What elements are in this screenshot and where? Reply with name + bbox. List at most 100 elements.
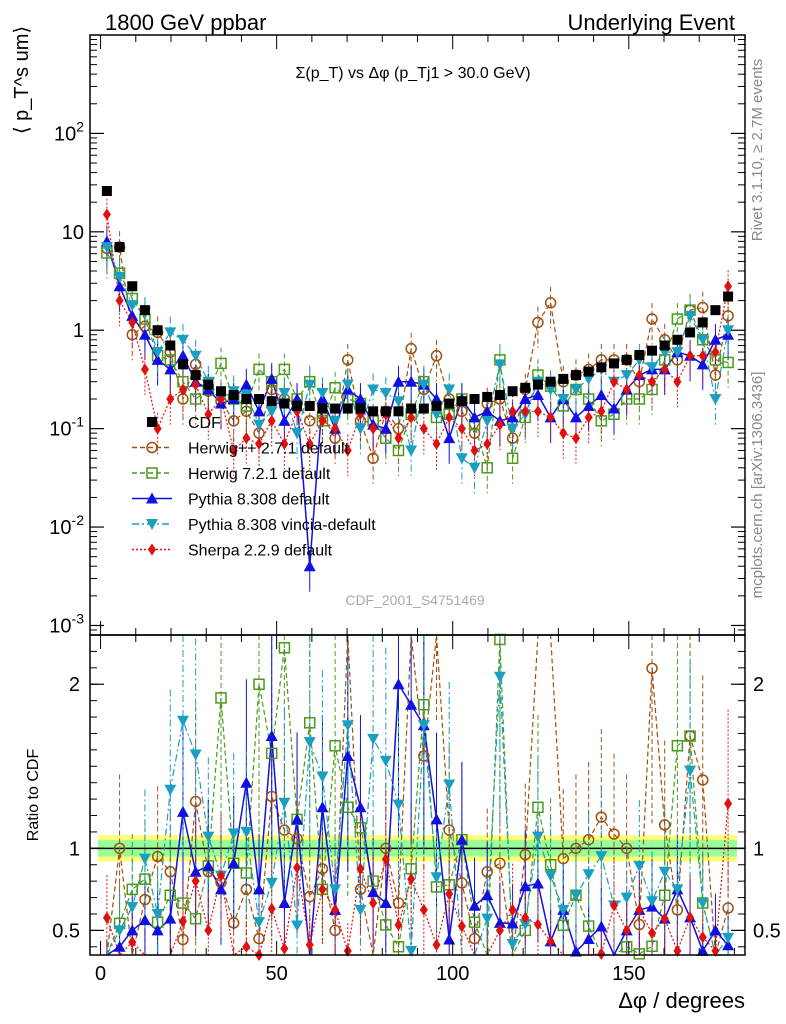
data-point bbox=[722, 356, 734, 369]
data-point bbox=[724, 280, 733, 293]
data-point bbox=[265, 383, 278, 396]
rivet-version-label: Rivet 3.1.10, ≥ 2.7M events bbox=[749, 59, 766, 242]
data-point bbox=[469, 394, 480, 405]
ratio-point bbox=[418, 698, 430, 711]
ratio-point bbox=[202, 859, 215, 871]
ratio-point bbox=[227, 857, 240, 869]
main-axis-ticks: 10-3 10-2 10-1 1 10 102 bbox=[49, 35, 745, 637]
data-point bbox=[405, 342, 417, 355]
ratio-point bbox=[240, 883, 253, 896]
ratio-point bbox=[126, 924, 139, 936]
ratio-point bbox=[493, 671, 506, 683]
ratio-point bbox=[597, 947, 606, 960]
data-point bbox=[417, 379, 430, 391]
ratio-point bbox=[722, 932, 735, 944]
data-point bbox=[407, 411, 416, 424]
ratio-point bbox=[341, 720, 354, 732]
data-point bbox=[367, 452, 379, 465]
ratio-point bbox=[265, 747, 278, 760]
data-point bbox=[532, 316, 544, 329]
ratio-y-tick-label-right: 0.5 bbox=[753, 920, 781, 942]
ratio-point bbox=[595, 851, 608, 863]
data-point bbox=[659, 340, 670, 351]
data-point bbox=[278, 414, 291, 426]
data-point bbox=[203, 379, 214, 390]
y-tick-label: 10-2 bbox=[49, 512, 84, 539]
data-point bbox=[318, 414, 327, 427]
ratio-point bbox=[686, 911, 695, 924]
data-point bbox=[722, 325, 735, 337]
ratio-point bbox=[253, 932, 265, 945]
data-point bbox=[558, 373, 569, 384]
ratio-point bbox=[635, 903, 644, 916]
ratio-point bbox=[443, 824, 455, 836]
data-point bbox=[253, 405, 266, 417]
data-point bbox=[455, 453, 468, 465]
data-point bbox=[127, 281, 138, 292]
data-point bbox=[697, 317, 708, 328]
data-point bbox=[583, 366, 594, 377]
data-point bbox=[254, 394, 265, 405]
ratio-point bbox=[356, 862, 365, 875]
ratio-point bbox=[293, 861, 302, 874]
ratio-point bbox=[508, 903, 517, 916]
data-point bbox=[303, 560, 316, 572]
data-point bbox=[648, 375, 657, 388]
data-point bbox=[533, 405, 542, 418]
ratio-point bbox=[329, 884, 342, 896]
ratio-point bbox=[164, 912, 177, 924]
data-point bbox=[635, 369, 644, 382]
data-point bbox=[493, 359, 506, 371]
ratio-y-tick-label: 0.5 bbox=[52, 920, 80, 942]
data-point bbox=[671, 347, 684, 359]
data-point bbox=[696, 334, 709, 346]
data-point bbox=[278, 363, 291, 376]
ratio-point bbox=[265, 877, 278, 889]
legend-marker bbox=[148, 543, 156, 556]
legend-marker bbox=[146, 492, 158, 504]
ratio-point bbox=[113, 842, 126, 855]
data-point bbox=[506, 423, 519, 435]
data-point bbox=[166, 393, 175, 406]
data-point bbox=[685, 327, 696, 338]
data-point bbox=[519, 393, 532, 405]
ratio-point bbox=[648, 927, 657, 940]
data-point bbox=[303, 415, 316, 427]
ratio-point bbox=[379, 755, 392, 767]
data-point bbox=[406, 403, 417, 414]
ratio-point bbox=[380, 919, 392, 931]
data-point bbox=[671, 313, 684, 325]
ratio-point bbox=[443, 933, 456, 945]
data-point bbox=[495, 418, 504, 431]
ratio-point bbox=[620, 892, 633, 904]
ratio-point bbox=[215, 692, 227, 704]
ratio-point bbox=[151, 850, 164, 863]
ratio-point bbox=[455, 833, 468, 845]
data-point bbox=[113, 271, 126, 283]
ratio-point bbox=[544, 870, 557, 882]
data-point bbox=[316, 388, 329, 400]
data-point bbox=[317, 403, 328, 414]
ratio-y-label: Ratio to CDF bbox=[25, 749, 42, 842]
data-point bbox=[139, 305, 150, 316]
ratio-point bbox=[278, 797, 291, 809]
data-point bbox=[140, 363, 149, 376]
ratio-point bbox=[481, 913, 494, 925]
data-point bbox=[634, 350, 645, 361]
ratio-point bbox=[227, 917, 240, 929]
y-tick-label: 10 bbox=[62, 222, 84, 244]
ratio-point bbox=[227, 828, 240, 840]
data-point bbox=[696, 358, 709, 370]
ratio-point bbox=[164, 784, 177, 796]
ratio-point bbox=[217, 869, 225, 882]
data-point bbox=[686, 349, 695, 362]
ratio-point bbox=[303, 890, 316, 903]
data-point bbox=[468, 427, 481, 439]
data-point bbox=[633, 393, 646, 405]
x-tick-label: 100 bbox=[436, 963, 469, 985]
data-point bbox=[456, 396, 467, 407]
ratio-error-bars bbox=[106, 635, 729, 955]
ratio-point bbox=[456, 877, 468, 889]
ratio-point bbox=[519, 880, 532, 892]
ratio-point bbox=[430, 872, 443, 884]
